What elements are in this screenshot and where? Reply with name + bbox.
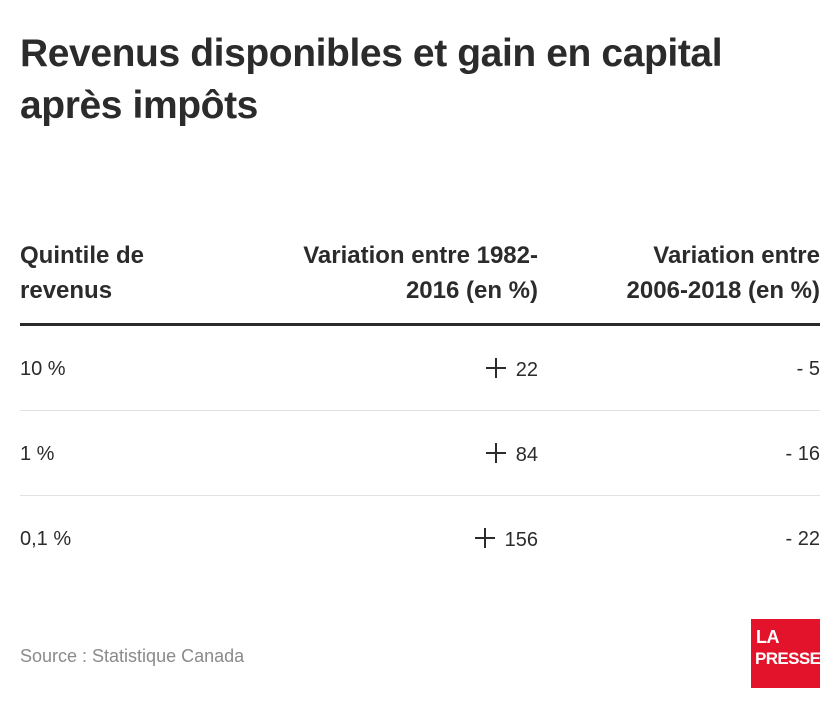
la-presse-logo: LA PRESSE xyxy=(751,619,821,688)
variation-2006-2018-cell: - 16 xyxy=(785,443,820,465)
table-body: 10 % 22 - 5 1 % 84 - 16 0,1 % 156 - 22 xyxy=(20,326,820,580)
plus-icon xyxy=(485,358,506,378)
table-row: 1 % 84 - 16 xyxy=(20,411,820,496)
header-divider xyxy=(20,323,820,326)
variation-1982-2016-cell: 84 xyxy=(485,441,538,468)
column-header-quintile: Quintile de revenus xyxy=(20,242,145,304)
quintile-cell: 0,1 % xyxy=(20,528,72,550)
quintile-cell: 10 % xyxy=(20,358,66,380)
table-row: 10 % 22 - 5 xyxy=(20,326,820,411)
variation-2006-2018-cell: - 22 xyxy=(785,528,820,550)
variation-1982-2016-value: 156 xyxy=(504,529,538,551)
variation-1982-2016-cell: 156 xyxy=(474,526,538,553)
table-row: 0,1 % 156 - 22 xyxy=(20,496,820,580)
logo-line-2: PRESSE xyxy=(755,649,821,668)
column-header-1982-2016: Variation entre 1982-2016 (en %) xyxy=(303,242,538,304)
source-note: Source : Statistique Canada xyxy=(20,646,245,666)
plus-icon xyxy=(474,528,495,548)
plus-icon xyxy=(485,443,506,463)
logo-line-1: LA xyxy=(756,627,780,647)
variation-2006-2018-cell: - 5 xyxy=(796,358,820,380)
variation-1982-2016-value: 84 xyxy=(515,444,538,466)
variation-1982-2016-value: 22 xyxy=(515,359,538,381)
chart-title: Revenus disponibles et gain en capital a… xyxy=(20,32,723,127)
quintile-cell: 1 % xyxy=(20,443,55,465)
table-header: Quintile de revenus Variation entre 1982… xyxy=(20,198,820,308)
variation-1982-2016-cell: 22 xyxy=(485,356,538,383)
column-header-2006-2018: Variation entre 2006-2018 (en %) xyxy=(626,242,820,304)
